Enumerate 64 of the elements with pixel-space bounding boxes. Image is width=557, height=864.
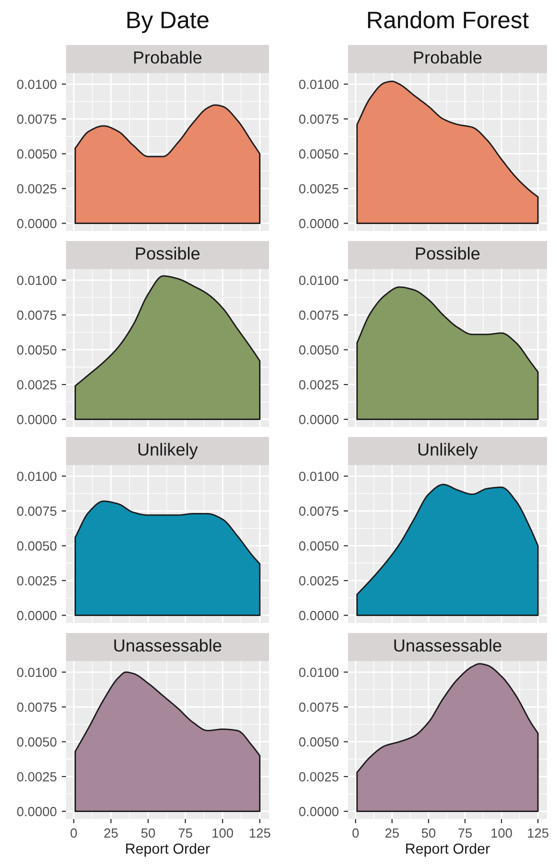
y-tick-label: 0.0025 (299, 184, 338, 194)
y-tick-label: 0.0075 (17, 114, 56, 124)
x-tick-label: 75 (178, 828, 192, 838)
y-tick-label: 0.0025 (17, 380, 56, 390)
y-tick-label: 0.0000 (299, 806, 338, 816)
x-tick-label: 25 (385, 828, 399, 838)
x-axis-title: Report Order (126, 843, 210, 857)
y-tick-label: 0.0075 (299, 114, 338, 124)
y-tick-label: 0.0075 (299, 506, 338, 516)
x-tick-label: 125 (250, 828, 270, 838)
y-tick-label: 0.0025 (17, 772, 56, 782)
y-tick-label: 0.0100 (299, 472, 338, 482)
y-tick-label: 0.0025 (17, 576, 56, 586)
y-tick-label: 0.0100 (299, 276, 338, 286)
x-tick-label: 100 (212, 828, 234, 838)
y-tick-label: 0.0000 (299, 414, 338, 424)
chart-title: By Date (127, 12, 208, 34)
y-tick-label: 0.0050 (299, 541, 338, 551)
x-tick-label: 100 (491, 828, 512, 838)
y-tick-label: 0.0050 (17, 149, 56, 159)
y-tick-label: 0.0050 (299, 149, 338, 159)
chart-subtitle: Unlikely (138, 442, 198, 460)
x-axis-title: Report Order (406, 843, 490, 857)
y-tick-label: 0.0025 (299, 772, 338, 782)
y-tick-label: 0.0100 (17, 668, 56, 678)
y-tick-label: 0.0100 (17, 276, 56, 286)
y-tick-label: 0.0000 (17, 218, 56, 228)
y-tick-label: 0.0025 (17, 184, 56, 194)
y-tick-label: 0.0075 (17, 702, 56, 712)
x-tick-label: 0 (352, 828, 359, 838)
x-tick-label: 50 (141, 828, 155, 838)
y-tick-label: 0.0000 (299, 610, 338, 620)
y-tick-label: 0.0000 (17, 414, 56, 424)
chart-subtitle: Probable (134, 50, 202, 64)
y-tick-label: 0.0050 (17, 541, 56, 551)
y-tick-label: 0.0025 (299, 380, 338, 390)
y-tick-label: 0.0050 (299, 345, 338, 355)
y-tick-label: 0.0000 (17, 610, 56, 620)
chart-subtitle: Unlikely (418, 442, 478, 460)
y-tick-label: 0.0050 (17, 737, 56, 747)
x-tick-label: 50 (422, 828, 436, 838)
y-tick-label: 0.0100 (299, 668, 338, 678)
chart-subtitle: Unassessable (394, 638, 502, 652)
chart-subtitle: Unassessable (114, 638, 222, 652)
y-tick-label: 0.0025 (299, 576, 338, 586)
y-tick-label: 0.0100 (299, 80, 338, 90)
x-tick-label: 75 (458, 828, 472, 838)
x-tick-label: 25 (104, 828, 118, 838)
y-tick-label: 0.0075 (17, 310, 56, 320)
y-tick-label: 0.0100 (17, 80, 56, 90)
y-tick-label: 0.0075 (299, 310, 338, 320)
chart-subtitle: Possible (416, 246, 480, 260)
y-tick-label: 0.0075 (299, 702, 338, 712)
y-tick-label: 0.0050 (17, 345, 56, 355)
chart-subtitle: Probable (414, 50, 482, 64)
y-tick-label: 0.0000 (17, 806, 56, 816)
chart-title: Random Forest (368, 10, 529, 28)
y-tick-label: 0.0000 (299, 218, 338, 228)
y-tick-label: 0.0050 (299, 737, 338, 747)
y-tick-label: 0.0075 (17, 506, 56, 516)
x-tick-label: 0 (70, 828, 77, 838)
x-tick-label: 125 (528, 828, 548, 838)
y-tick-label: 0.0100 (17, 472, 56, 482)
chart-subtitle: Possible (136, 246, 200, 260)
